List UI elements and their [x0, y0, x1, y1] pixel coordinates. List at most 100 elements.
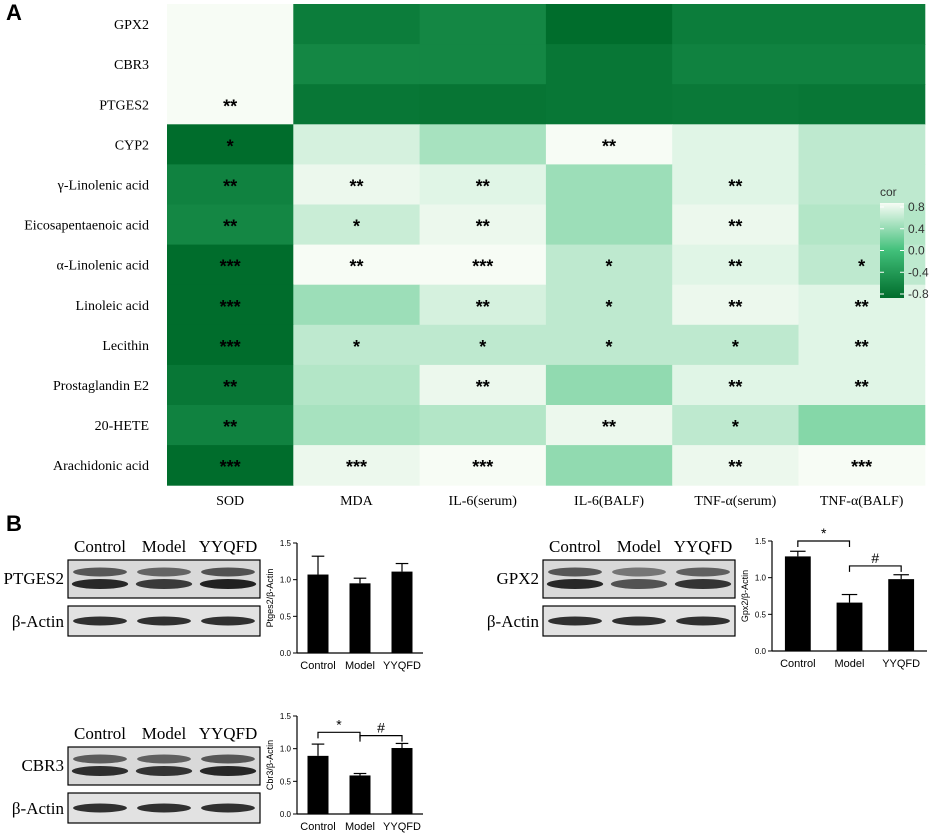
significance-marker: **: [476, 217, 490, 237]
heatmap-cell: [545, 364, 673, 406]
blot-lane-label: YYQFD: [199, 537, 258, 556]
heatmap-row-label: 20-HETE: [95, 419, 149, 434]
heatmap-row-label: γ-Linolenic acid: [57, 178, 149, 193]
heatmap-cell: [798, 204, 926, 246]
blot-band: [73, 803, 127, 813]
bar: [349, 775, 371, 814]
significance-marker: **: [728, 176, 742, 196]
blot-band: [201, 616, 255, 626]
y-tick-label: 1.0: [280, 745, 292, 754]
blot-lane-label: YYQFD: [674, 537, 733, 556]
heatmap-cell: [293, 164, 421, 205]
heatmap-row-label: GPX2: [114, 18, 149, 33]
panel-b-label: B: [6, 511, 22, 536]
heatmap-cell: [798, 44, 926, 85]
heatmap-cell: [545, 204, 673, 246]
heatmap-cell: [293, 84, 421, 125]
significance-marker: ***: [851, 457, 872, 477]
blot-lane-label: Control: [74, 537, 126, 556]
significance-bracket: [317, 731, 361, 739]
heatmap-cell: [798, 284, 926, 326]
heatmap-cell: [419, 324, 547, 366]
significance-marker: ***: [220, 337, 241, 357]
x-category-label: Model: [835, 658, 865, 670]
blot-lane-label: Control: [549, 537, 601, 556]
blot-loading-label: β-Actin: [12, 612, 65, 631]
bar: [349, 583, 371, 653]
y-tick-label: 0.0: [280, 649, 292, 658]
significance-marker: **: [728, 257, 742, 277]
significance-marker: **: [223, 377, 237, 397]
legend-tick-label: 0.4: [908, 222, 925, 236]
y-tick-label: 0.5: [280, 612, 292, 621]
heatmap-cell: [419, 44, 547, 85]
heatmap-column-label: IL-6(BALF): [574, 494, 644, 509]
heatmap-row-label: PTGES2: [99, 98, 149, 113]
significance-marker: *: [353, 337, 360, 357]
heatmap-cell: [167, 164, 294, 205]
y-tick-label: 1.5: [280, 539, 292, 548]
significance-marker: *: [606, 337, 613, 357]
y-tick-label: 0.5: [280, 777, 292, 786]
significance-marker: **: [728, 377, 742, 397]
heatmap-cell: [545, 244, 673, 286]
heatmap-cell: [167, 284, 294, 326]
heatmap-cell: [167, 244, 294, 286]
blot-band: [137, 803, 191, 813]
significance-bracket: [848, 565, 902, 572]
x-category-label: Control: [780, 658, 815, 670]
significance-marker: ***: [220, 257, 241, 277]
x-category-label: YYQFD: [383, 821, 421, 833]
heatmap-cell: [545, 4, 673, 45]
heatmap-row-label: Lecithin: [102, 339, 149, 354]
heatmap-cell: [419, 164, 547, 205]
heatmap-cell: [293, 244, 421, 286]
significance-marker: **: [223, 96, 237, 116]
blot-band: [137, 616, 191, 626]
blot-loading-label: β-Actin: [487, 612, 540, 631]
heatmap-cell: [798, 405, 926, 446]
legend-title: cor: [880, 185, 897, 199]
blot-band: [137, 567, 191, 577]
blot-band: [612, 616, 666, 626]
blot-band: [135, 766, 193, 776]
y-axis-label: Ptges2/β-Actin: [265, 569, 275, 628]
bar: [784, 556, 811, 651]
y-tick-label: 1.5: [755, 537, 767, 546]
y-tick-label: 0.0: [280, 810, 292, 819]
heatmap-cell: [419, 445, 547, 486]
blot-band: [548, 567, 602, 577]
heatmap-row-label: α-Linolenic acid: [57, 259, 149, 274]
heatmap-cell: [545, 324, 673, 366]
heatmap-cell: [672, 4, 799, 45]
blot-band: [546, 579, 604, 589]
significance-bracket: [797, 540, 851, 547]
y-axis-label: Cbr3/β-Actin: [265, 740, 275, 790]
heatmap-cell: [798, 124, 926, 165]
heatmap-cell: [672, 405, 799, 446]
blot-band: [135, 579, 193, 589]
significance-marker: **: [728, 297, 742, 317]
heatmap-cell: [798, 445, 926, 486]
x-category-label: Model: [345, 821, 375, 833]
bar-chart-cbr3: 0.0 0.5 1.0 1.5 Cbr3/β-Actin Control Model YYQF…: [265, 712, 423, 833]
heatmap-legend: cor 0.8 0.4 0.0 -0.4 -0.8: [880, 185, 929, 301]
significance-marker: **: [476, 297, 490, 317]
heatmap-cell: [672, 244, 799, 286]
significance-marker: **: [349, 257, 363, 277]
blot-lane-label: Model: [142, 724, 187, 743]
bar: [391, 571, 413, 653]
significance-marker: **: [855, 297, 869, 317]
heatmap-cell: [545, 284, 673, 326]
legend-tick-label: 0.0: [908, 244, 925, 258]
x-category-label: Control: [300, 660, 335, 672]
significance-marker: **: [349, 176, 363, 196]
blot-protein-label: PTGES2: [4, 569, 64, 588]
heatmap-cell: [798, 244, 926, 286]
blot-band: [73, 754, 127, 764]
heatmap-row-label: CBR3: [114, 58, 149, 73]
heatmap-cell: [293, 405, 421, 446]
blot-band: [137, 754, 191, 764]
x-category-label: Control: [300, 821, 335, 833]
